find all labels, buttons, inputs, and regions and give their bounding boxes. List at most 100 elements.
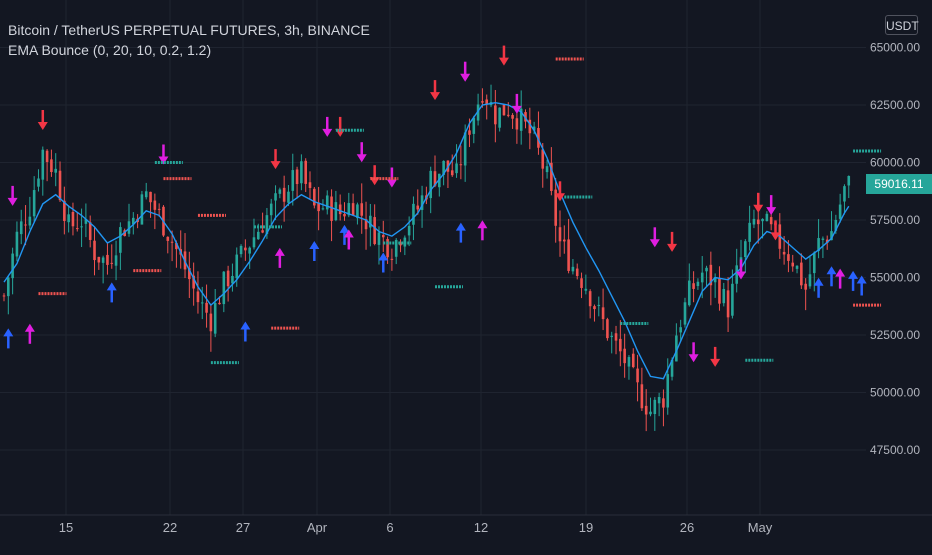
candle-body [683, 302, 687, 325]
candle-body [369, 215, 372, 228]
candle-body [614, 333, 618, 341]
candle-body [830, 231, 833, 241]
candle-body [606, 319, 609, 339]
candle-body [718, 278, 721, 304]
buy-signal-arrow [378, 252, 389, 273]
x-tick-label: 12 [474, 520, 488, 535]
candle-body [15, 231, 19, 257]
candle-body [32, 190, 36, 217]
chart-legend: Bitcoin / TetherUS PERPETUAL FUTURES, 3h… [8, 20, 370, 60]
candle-body [45, 150, 49, 162]
candle-body [692, 283, 695, 289]
candle-body [666, 374, 670, 408]
candle-body [381, 234, 385, 238]
candle-body [537, 127, 540, 148]
candle-body [209, 313, 213, 332]
candle-body [541, 149, 545, 169]
candle-body [351, 203, 355, 216]
y-tick-label: 60000.00 [870, 156, 920, 170]
candle-body [19, 221, 23, 235]
candle-body [274, 193, 277, 201]
candle-body [149, 191, 152, 203]
buy-signal-arrow [455, 222, 466, 243]
x-tick-label: 6 [386, 520, 393, 535]
candle-body [795, 265, 799, 269]
candle-body [347, 203, 351, 216]
candle-body [244, 247, 247, 251]
candle-body [782, 251, 786, 255]
buy-signal-arrow [106, 282, 117, 303]
candle-body [205, 302, 208, 313]
candle-body [325, 195, 329, 210]
candle-body [41, 149, 45, 180]
candle-body [593, 306, 596, 310]
y-tick-label: 57500.00 [870, 213, 920, 227]
sell-signal-arrow [386, 167, 397, 188]
currency-button[interactable]: USDT [885, 15, 919, 35]
y-tick-label: 62500.00 [870, 98, 920, 112]
candle-body [394, 239, 398, 257]
candle-body [744, 241, 747, 258]
x-tick-label: 26 [680, 520, 694, 535]
candle-body [528, 119, 532, 134]
candle-body [200, 302, 204, 304]
buy-signal-arrow [835, 268, 846, 289]
price-axis[interactable]: 65000.00 62500.00 60000.00 57500.00 55000.00… [870, 41, 920, 458]
candle-body [580, 278, 583, 288]
candle-body [196, 291, 200, 303]
candle-body [761, 218, 764, 222]
candle-body [170, 241, 174, 243]
sell-signal-arrow [460, 61, 471, 82]
candle-body [231, 275, 234, 284]
candle-body [800, 262, 803, 286]
time-axis[interactable]: 15 22 27 Apr 6 12 19 26 May [0, 514, 932, 535]
candle-body [50, 159, 53, 173]
sell-signal-arrow [430, 80, 440, 101]
candle-body [700, 272, 704, 283]
candle-body [726, 290, 730, 318]
candle-body [313, 188, 316, 206]
candle-body [166, 236, 170, 241]
candle-body [321, 208, 325, 210]
sell-signal-arrow [736, 259, 747, 280]
indicator-title[interactable]: EMA Bounce (0, 20, 10, 0.2, 1.2) [8, 42, 212, 58]
candle-body [442, 160, 445, 176]
candle-body [817, 238, 820, 251]
candle-body [412, 203, 415, 225]
candle-body [843, 186, 846, 202]
candle-body [304, 160, 307, 184]
candle-body [463, 132, 467, 166]
candle-body [657, 397, 661, 404]
candle-body [756, 219, 760, 225]
candle-body [192, 275, 195, 289]
buy-signal-arrow [3, 328, 14, 349]
candle-body [106, 254, 109, 265]
symbol-title[interactable]: Bitcoin / TetherUS PERPETUAL FUTURES, 3h… [8, 22, 370, 38]
candle-body [506, 114, 510, 116]
candle-body [28, 216, 32, 226]
candle-body [97, 256, 101, 263]
candle-body [218, 302, 221, 305]
x-tick-label: 22 [163, 520, 177, 535]
candle-body [222, 271, 226, 305]
candle-body [407, 225, 411, 236]
y-tick-label: 52500.00 [870, 328, 920, 342]
candle-body [360, 203, 364, 216]
candle-body [63, 200, 66, 221]
buy-signal-arrow [309, 241, 320, 261]
candle-body [144, 191, 148, 198]
candle-body [252, 237, 256, 248]
candle-body [459, 164, 463, 166]
candle-body [821, 238, 825, 240]
candle-body [640, 384, 644, 409]
candle-body [334, 202, 338, 221]
candle-body [269, 203, 273, 216]
candle-body [386, 239, 389, 258]
candle-body [71, 212, 75, 227]
candle-body [554, 189, 557, 226]
buy-signal-arrow [240, 321, 251, 342]
candle-body [455, 163, 458, 174]
candle-body [644, 405, 648, 415]
